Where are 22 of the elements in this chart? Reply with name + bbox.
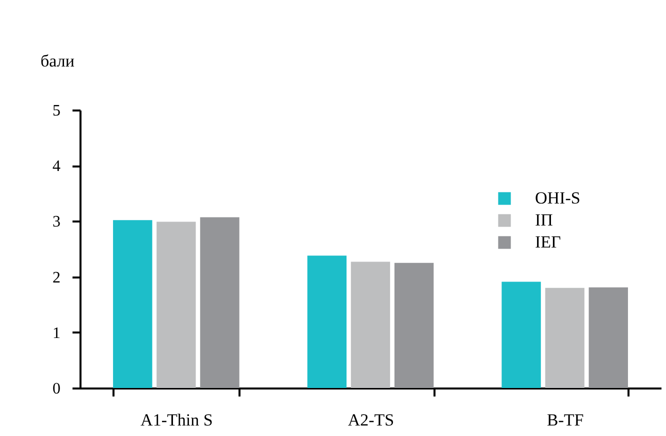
y-tick-label: 5: [52, 102, 60, 120]
x-tick-label: A2-TS: [348, 410, 394, 430]
legend-label: OHI-S: [535, 188, 580, 208]
y-tick-label: 1: [52, 324, 60, 342]
bar: [200, 217, 240, 388]
bar: [350, 262, 390, 388]
legend-label: IEГ: [535, 232, 562, 252]
bar: [307, 256, 347, 388]
bar: [588, 287, 628, 388]
bar: [156, 222, 196, 388]
bar: [113, 220, 152, 388]
x-tick-label: B-TF: [546, 410, 584, 430]
legend-label: IП: [535, 210, 553, 230]
x-tick-label: A1-Thin S: [140, 410, 213, 430]
y-tick-label: 4: [52, 158, 60, 176]
y-tick-label: 0: [52, 380, 60, 398]
bar: [545, 288, 584, 388]
y-tick-label: 3: [52, 214, 60, 231]
y-axis-title: бали: [40, 52, 74, 70]
bar: [502, 282, 541, 388]
bar: [394, 262, 434, 388]
y-tick-label: 2: [52, 269, 60, 286]
